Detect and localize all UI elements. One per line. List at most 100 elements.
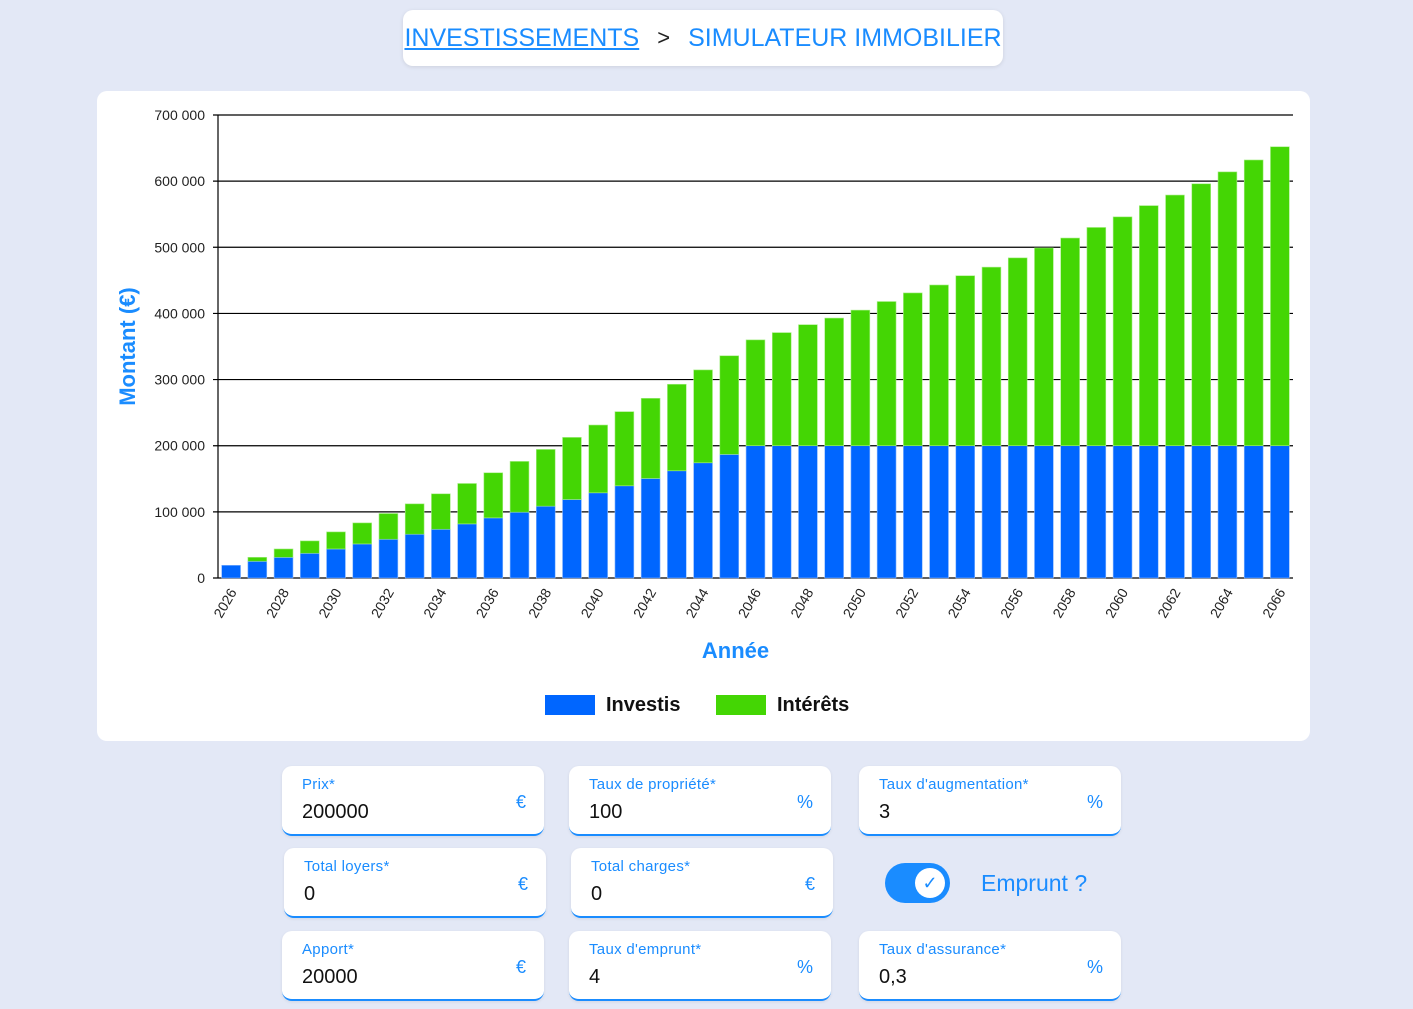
bar-interets-2048	[798, 324, 818, 447]
bar-interets-2032	[378, 513, 399, 540]
y-tick-label: 200 000	[154, 438, 205, 454]
x-tick-label: 2066	[1259, 585, 1289, 620]
bar-investis-2039	[562, 499, 582, 579]
bar-interets-2049	[824, 317, 844, 447]
y-tick-label: 100 000	[154, 504, 205, 520]
bar-interets-2035	[457, 483, 477, 525]
bar-investis-2037	[509, 511, 530, 579]
y-tick-label: 600 000	[154, 173, 205, 189]
field-input[interactable]: 4	[589, 966, 601, 988]
emprunt-label: Emprunt ?	[981, 870, 1088, 896]
x-tick-label: 2056	[997, 585, 1027, 620]
bar-interets-2064	[1217, 171, 1238, 447]
bar-interets-2030	[326, 531, 346, 550]
bar-investis-2054	[955, 445, 975, 579]
bar-investis-2044	[693, 462, 713, 579]
field-4: Total charges* 0 €	[571, 848, 833, 918]
field-input[interactable]: 200000	[302, 801, 369, 823]
check-icon: ✓	[915, 868, 945, 898]
field-input[interactable]: 3	[879, 801, 891, 823]
x-tick-label: 2034	[420, 585, 450, 620]
bar-interets-2047	[771, 332, 792, 447]
bar-investis-2053	[929, 445, 949, 579]
field-5: Apport* 20000 €	[282, 931, 544, 1001]
bar-interets-2031	[352, 522, 372, 545]
bar-investis-2063	[1191, 445, 1211, 579]
bar-interets-2055	[981, 266, 1002, 447]
field-input[interactable]: 0	[304, 883, 316, 905]
bar-investis-2057	[1034, 445, 1054, 579]
field-label: Taux d'assurance*	[879, 941, 1007, 958]
x-tick-label: 2032	[368, 585, 398, 620]
bar-investis-2056	[1007, 445, 1028, 579]
unit-label: €	[804, 874, 815, 894]
x-tick-label: 2030	[315, 585, 345, 620]
bar-interets-2029	[300, 540, 320, 554]
field-input[interactable]: 20000	[302, 966, 358, 988]
x-tick-label: 2036	[472, 585, 502, 620]
emprunt-toggle[interactable]: ✓	[885, 863, 950, 903]
bar-interets-2060	[1112, 216, 1133, 447]
bar-investis-2027	[247, 560, 268, 579]
field-input[interactable]: 100	[589, 801, 623, 823]
bar-investis-2060	[1112, 445, 1133, 579]
field-7: Taux d'assurance* 0,3 %	[859, 931, 1121, 1001]
field-label: Total loyers*	[304, 858, 390, 875]
y-tick-label: 500 000	[154, 239, 205, 255]
chart-card: 0 100 000 200 000 300 000 400 000 500 000 600 …	[97, 91, 1310, 741]
bar-investis-2030	[326, 548, 346, 579]
bar-interets-2065	[1243, 159, 1264, 447]
bar-interets-2046	[745, 339, 766, 447]
legend-swatch-0	[545, 695, 595, 715]
field-label: Taux d'emprunt*	[589, 941, 702, 958]
bar-interets-2033	[404, 503, 425, 535]
bar-investis-2047	[771, 445, 792, 579]
field-2: Taux d'augmentation* 3 %	[859, 766, 1121, 836]
bar-investis-2052	[903, 445, 923, 579]
unit-label: %	[1086, 792, 1103, 812]
bar-interets-2034	[431, 493, 451, 530]
unit-label: €	[515, 957, 526, 977]
bar-interets-2039	[562, 437, 582, 500]
bar-interets-2056	[1007, 257, 1028, 447]
x-tick-label: 2062	[1154, 585, 1184, 620]
bar-interets-2040	[588, 424, 608, 494]
bar-interets-2036	[483, 472, 504, 519]
bar-investis-2061	[1139, 445, 1159, 579]
y-tick-label: 700 000	[154, 107, 205, 123]
y-tick-label: 400 000	[154, 305, 205, 321]
bar-investis-2050	[850, 445, 871, 579]
bar-interets-2050	[850, 309, 871, 447]
bar-investis-2041	[614, 485, 635, 579]
bar-investis-2029	[300, 552, 320, 579]
bar-interets-2054	[955, 275, 975, 447]
bar-interets-2038	[536, 449, 556, 507]
x-axis-title: Année	[702, 638, 769, 663]
bar-investis-2026	[221, 565, 241, 579]
x-tick-label: 2026	[210, 585, 240, 620]
bar-interets-2058	[1060, 237, 1080, 447]
bar-investis-2042	[640, 478, 661, 579]
bar-investis-2049	[824, 445, 844, 579]
field-label: Taux d'augmentation*	[879, 776, 1029, 793]
field-input[interactable]: 0,3	[879, 966, 907, 988]
bar-interets-2045	[719, 355, 740, 455]
bar-interets-2043	[667, 383, 687, 472]
bar-interets-2028	[273, 548, 294, 558]
field-input[interactable]: 0	[591, 883, 603, 905]
unit-label: %	[796, 792, 813, 812]
bar-interets-2057	[1034, 247, 1054, 447]
chevron-right-icon: >	[657, 25, 671, 50]
bar-investis-2034	[431, 528, 451, 579]
x-tick-label: 2060	[1102, 585, 1132, 620]
field-label: Total charges*	[591, 858, 691, 875]
x-tick-label: 2050	[840, 585, 870, 620]
bar-interets-2061	[1139, 205, 1159, 447]
breadcrumb-link-investissements[interactable]: INVESTISSEMENTS	[404, 23, 640, 52]
stacked-bar-chart: 0 100 000 200 000 300 000 400 000 500 000 600 …	[115, 107, 1293, 716]
x-tick-label: 2054	[944, 585, 974, 620]
bar-investis-2059	[1086, 445, 1107, 579]
bar-interets-2062	[1165, 194, 1185, 447]
bar-interets-2041	[614, 411, 635, 487]
breadcrumb: INVESTISSEMENTS > SIMULATEUR IMMOBILIER	[403, 10, 1003, 66]
